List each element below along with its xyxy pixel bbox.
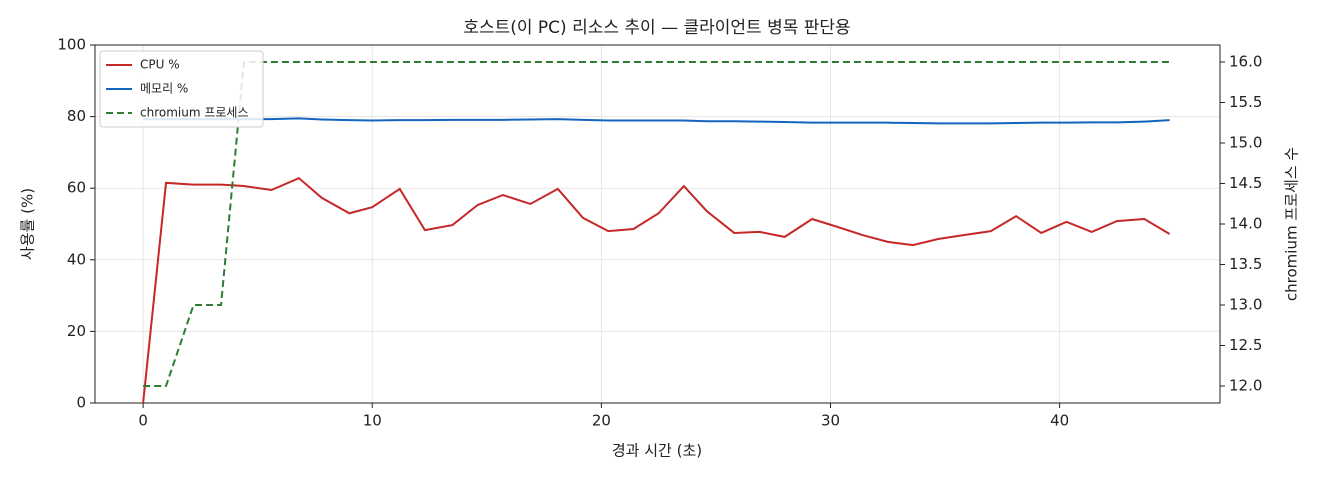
legend-label: CPU %: [140, 58, 180, 72]
x-axis-label: 경과 시간 (초): [612, 442, 702, 460]
y-tick-label: 100: [57, 36, 86, 54]
y-tick-label: 0: [76, 394, 86, 412]
y2-axis-label: chromium 프로세스 수: [1283, 147, 1301, 301]
series-line: [142, 177, 1171, 404]
y2-tick-label: 13.5: [1229, 255, 1262, 273]
y-tick-label: 40: [67, 250, 86, 268]
x-tick-label: 40: [1050, 412, 1069, 430]
series-line: [143, 117, 1170, 125]
y2-tick-label: 12.5: [1229, 336, 1262, 354]
y2-tick-label: 12.0: [1229, 376, 1262, 394]
plot-frame: [94, 44, 1221, 404]
legend-box: [99, 50, 264, 128]
y2-tick-label: 15.5: [1229, 93, 1262, 111]
y2-tick-label: 13.0: [1229, 295, 1262, 313]
x-tick-label: 20: [592, 412, 611, 430]
y-tick-label: 60: [67, 179, 86, 197]
y2-tick-label: 14.5: [1229, 174, 1262, 192]
y-tick-label: 80: [67, 107, 86, 125]
legend-label: chromium 프로세스: [140, 106, 249, 120]
x-tick-label: 30: [821, 412, 840, 430]
chart-title: 호스트(이 PC) 리소스 추이 — 클라이언트 병목 판단용: [463, 18, 850, 38]
y2-tick-label: 16.0: [1229, 53, 1262, 71]
y2-tick-label: 14.0: [1229, 215, 1262, 233]
x-tick-label: 10: [363, 412, 382, 430]
y2-tick-label: 15.0: [1229, 134, 1262, 152]
x-tick-label: 0: [138, 412, 148, 430]
series-line: [143, 61, 1170, 387]
legend-label: 메모리 %: [140, 82, 188, 96]
y-axis-label: 사용률 (%): [19, 188, 37, 260]
y-tick-label: 20: [67, 322, 86, 340]
